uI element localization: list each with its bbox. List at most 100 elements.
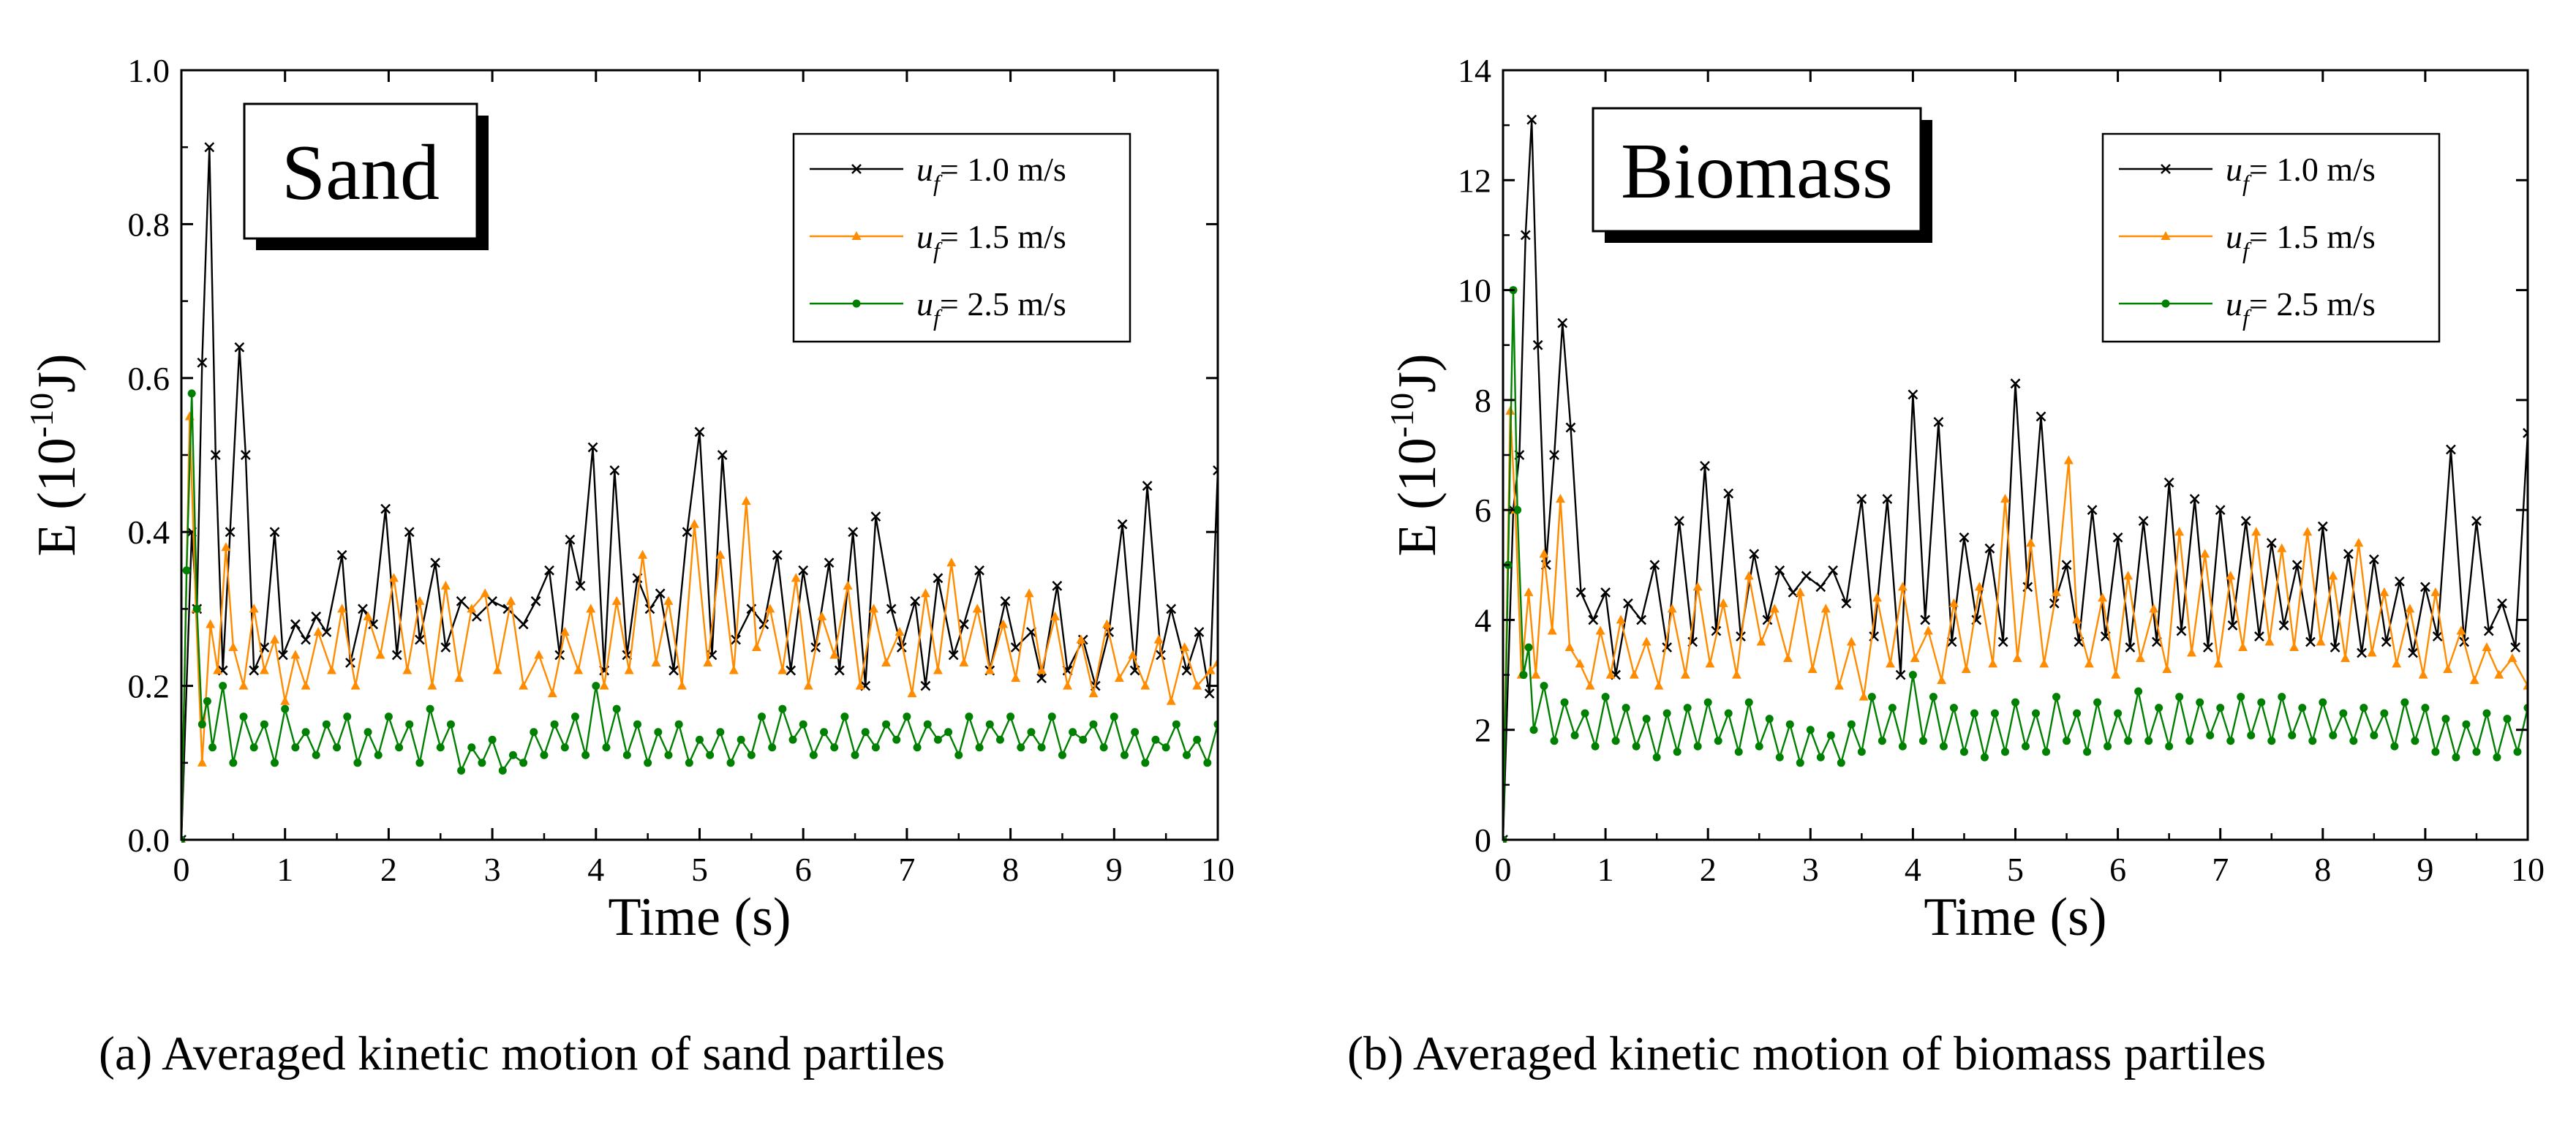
- data-point: [834, 665, 845, 676]
- data-point: [225, 527, 236, 538]
- data-point: [1532, 339, 1543, 350]
- legend-marker: [2161, 164, 2171, 174]
- data-point: [2022, 742, 2030, 751]
- data-point: [2032, 709, 2041, 718]
- data-point: [788, 735, 797, 744]
- y-tick-label: 0.4: [128, 514, 170, 551]
- data-point: [1010, 642, 1021, 653]
- data-point: [2215, 505, 2226, 516]
- data-point: [1172, 720, 1180, 729]
- data-point: [1723, 488, 1734, 499]
- data-point: [519, 759, 528, 767]
- data-point: [1765, 715, 1774, 723]
- data-point: [1017, 743, 1025, 752]
- data-point: [2330, 642, 2340, 653]
- data-point: [1769, 604, 1780, 613]
- data-point: [1888, 704, 1897, 712]
- legend-marker: [851, 164, 862, 174]
- data-point: [1117, 519, 1128, 530]
- data-point: [2203, 642, 2213, 653]
- y-tick-label: 2: [1475, 712, 1491, 749]
- data-point: [1872, 593, 1882, 602]
- data-point: [1181, 665, 1192, 676]
- data-point: [1557, 317, 1568, 328]
- data-point: [415, 634, 425, 645]
- data-point: [2163, 477, 2174, 488]
- legend-marker: [852, 299, 861, 308]
- data-point: [2523, 428, 2528, 438]
- y-tick-label: 0.6: [128, 360, 170, 397]
- data-point: [2264, 636, 2275, 646]
- data-point: [2149, 604, 2159, 613]
- legend-label: uf= 1.0 m/s: [916, 151, 1066, 196]
- x-tick-label: 0: [1495, 851, 1512, 888]
- data-point: [882, 720, 891, 729]
- data-point: [1774, 565, 1785, 576]
- data-point: [2155, 704, 2163, 712]
- data-point: [985, 720, 994, 729]
- data-point: [1565, 422, 1576, 433]
- data-point: [2176, 625, 2187, 636]
- data-point: [1101, 619, 1112, 628]
- data-point: [2010, 378, 2021, 389]
- data-point: [573, 665, 584, 674]
- data-point: [291, 743, 300, 752]
- data-point: [1820, 604, 1831, 613]
- data-point: [1847, 720, 1856, 729]
- data-point: [2061, 560, 2072, 571]
- data-point: [798, 565, 809, 576]
- data-point: [2278, 620, 2289, 631]
- data-point: [2462, 720, 2471, 729]
- data-point: [1667, 604, 1677, 613]
- data-point: [345, 658, 355, 668]
- data-point: [1959, 748, 1968, 756]
- data-point: [1036, 665, 1047, 674]
- data-point: [2123, 571, 2134, 580]
- data-point: [751, 642, 761, 651]
- data-point: [518, 619, 529, 630]
- data-point: [1564, 642, 1575, 651]
- data-point: [478, 759, 486, 767]
- data-point: [208, 743, 217, 752]
- data-point: [427, 680, 437, 690]
- data-point: [249, 743, 258, 752]
- data-point: [1970, 709, 1978, 718]
- data-point: [2472, 748, 2481, 756]
- data-point: [2165, 742, 2174, 751]
- series-line-3: [1503, 289, 2528, 841]
- data-point: [848, 527, 859, 538]
- data-point: [1857, 748, 1866, 756]
- data-point: [1939, 742, 1948, 751]
- x-axis-label: Time (s): [608, 887, 791, 947]
- data-point: [560, 626, 570, 636]
- caption-a: (a) Averaged kinetic motion of sand part…: [99, 1027, 945, 1080]
- x-tick-label: 1: [1597, 851, 1614, 888]
- x-tick-label: 7: [898, 851, 915, 888]
- data-point: [1662, 642, 1673, 653]
- data-point: [1801, 571, 1812, 582]
- data-point: [1192, 680, 1202, 690]
- data-point: [984, 665, 995, 674]
- data-point: [1193, 735, 1202, 744]
- data-point: [326, 665, 336, 674]
- data-point: [2329, 731, 2338, 740]
- data-point: [1974, 582, 1984, 591]
- data-point: [301, 728, 310, 737]
- data-point: [440, 642, 451, 653]
- legend-entry: uf= 1.0 m/s: [810, 151, 1066, 196]
- data-point: [1088, 688, 1099, 698]
- data-point: [933, 665, 943, 674]
- data-point: [2317, 521, 2328, 532]
- data-point: [560, 743, 569, 752]
- data-point: [1540, 682, 1548, 691]
- data-point: [1980, 753, 1989, 762]
- data-point: [1674, 516, 1684, 527]
- y-tick-label: 1.0: [128, 52, 170, 89]
- data-point: [920, 588, 930, 598]
- series-2: [181, 411, 1218, 843]
- data-point: [726, 759, 735, 767]
- data-point: [1140, 680, 1150, 690]
- data-point: [2114, 709, 2123, 718]
- data-point: [2367, 647, 2377, 657]
- x-tick-label: 9: [1106, 851, 1123, 888]
